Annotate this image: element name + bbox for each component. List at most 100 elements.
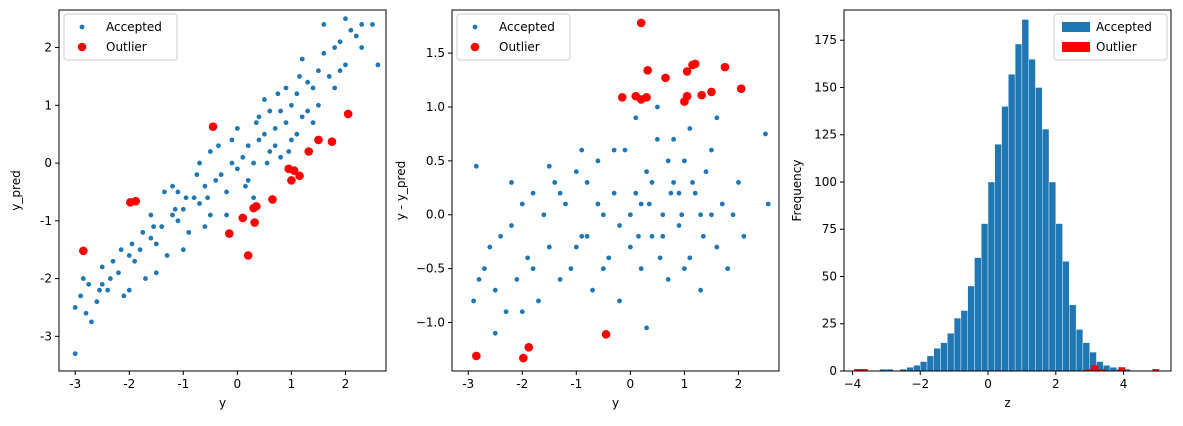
outlier-point <box>661 73 670 83</box>
accepted-point <box>536 298 541 304</box>
outlier-point <box>636 18 646 28</box>
accepted-point <box>579 147 585 153</box>
accepted-point <box>600 266 606 272</box>
accepted-point <box>584 233 590 239</box>
accepted-point <box>272 126 278 131</box>
accepted-point <box>316 102 321 108</box>
accepted-point <box>305 108 311 114</box>
accepted-point <box>552 180 558 185</box>
y-tick-label: -2 <box>40 272 52 286</box>
accepted-bar <box>967 285 975 372</box>
accepted-point <box>725 266 731 272</box>
legend-box <box>456 13 571 61</box>
accepted-point <box>278 154 284 160</box>
y-tick-label: −0.5 <box>416 262 445 276</box>
outlier-point <box>682 91 692 101</box>
accepted-point <box>665 158 671 164</box>
accepted-point <box>175 218 181 224</box>
accepted-point <box>218 172 224 178</box>
accepted-point <box>161 189 167 195</box>
accepted-point <box>657 255 663 261</box>
accepted-point <box>698 287 704 293</box>
accepted-point <box>698 212 704 218</box>
x-tick-label: -1 <box>177 377 189 391</box>
legend-marker-outlier <box>1062 42 1090 52</box>
x-axis-label: y <box>612 396 619 410</box>
accepted-point <box>687 126 693 131</box>
x-tick-label: 0 <box>234 377 242 391</box>
outlier-point <box>314 135 323 145</box>
accepted-point <box>557 277 563 282</box>
accepted-bar <box>960 310 968 372</box>
accepted-point <box>197 160 202 166</box>
legend-marker-accepted <box>472 24 478 30</box>
accepted-bar <box>994 143 1002 372</box>
accepted-point <box>256 114 262 120</box>
accepted-point <box>471 298 477 304</box>
accepted-point <box>714 244 720 250</box>
legend-marker-outlier <box>470 42 480 52</box>
x-tick-label: 1 <box>681 377 689 391</box>
x-tick-label: 4 <box>1120 377 1128 391</box>
accepted-point <box>541 212 547 218</box>
accepted-point <box>202 224 208 230</box>
outlier-point <box>224 229 234 238</box>
x-tick-label: −4 <box>844 377 862 391</box>
accepted-point <box>649 180 655 185</box>
accepted-bar <box>987 181 995 372</box>
x-tick-label: 2 <box>342 377 350 391</box>
accepted-bar <box>913 365 921 372</box>
chart-panel-3: −4 −2 0 2 4 0 25 50 75 100 125 150 175 z Frequency Acce… <box>790 9 1172 410</box>
accepted-point <box>703 169 709 175</box>
y-tick-label: 0.0 <box>426 208 445 222</box>
accepted-point <box>153 241 159 247</box>
accepted-point <box>741 233 747 239</box>
legend-label-outlier: Outlier <box>499 40 540 54</box>
accepted-point <box>671 136 677 142</box>
accepted-point <box>709 147 714 153</box>
x-tick-label: -1 <box>570 377 582 391</box>
accepted-point <box>234 126 240 131</box>
accepted-point <box>343 62 348 68</box>
accepted-point <box>180 206 186 212</box>
accepted-point <box>638 201 644 207</box>
accepted-point <box>294 91 300 97</box>
accepted-point <box>519 309 525 315</box>
accepted-point <box>140 229 146 235</box>
legend-box <box>63 13 178 61</box>
accepted-bar <box>1008 74 1016 372</box>
accepted-point <box>261 97 267 102</box>
chart-panel-2: -3 -2 -1 0 1 2 −1.0 −0.5 0.0 0.5 1.0 1.5 y y - y_pred… <box>394 9 780 410</box>
accepted-point <box>633 190 639 196</box>
accepted-point <box>80 276 86 281</box>
accepted-point <box>375 62 381 68</box>
accepted-point <box>99 264 105 270</box>
accepted-point <box>110 258 116 264</box>
accepted-point <box>676 223 682 228</box>
outlier-point <box>79 246 88 256</box>
x-axis-label: y <box>219 396 226 410</box>
accepted-point <box>546 244 552 250</box>
accepted-point <box>525 255 531 261</box>
accepted-bar <box>933 348 941 372</box>
accepted-point <box>492 330 498 336</box>
accepted-point <box>573 169 579 175</box>
accepted-bar <box>1069 304 1077 372</box>
y-tick-label: 0 <box>829 364 837 378</box>
accepted-bar <box>953 317 962 372</box>
accepted-point <box>137 247 143 253</box>
y-tick-label: 175 <box>814 33 837 47</box>
legend-label-accepted: Accepted <box>499 20 555 34</box>
y-tick-label: 0 <box>44 156 52 170</box>
accepted-point <box>530 190 536 196</box>
accepted-point <box>289 137 294 143</box>
legend-label-accepted: Accepted <box>1096 20 1152 34</box>
y-tick-label: 2 <box>44 41 52 55</box>
accepted-point <box>579 233 585 239</box>
accepted-point <box>172 206 178 212</box>
accepted-point <box>337 68 343 74</box>
accepted-point <box>216 143 221 149</box>
accepted-point <box>370 22 375 27</box>
accepted-point <box>321 22 327 27</box>
